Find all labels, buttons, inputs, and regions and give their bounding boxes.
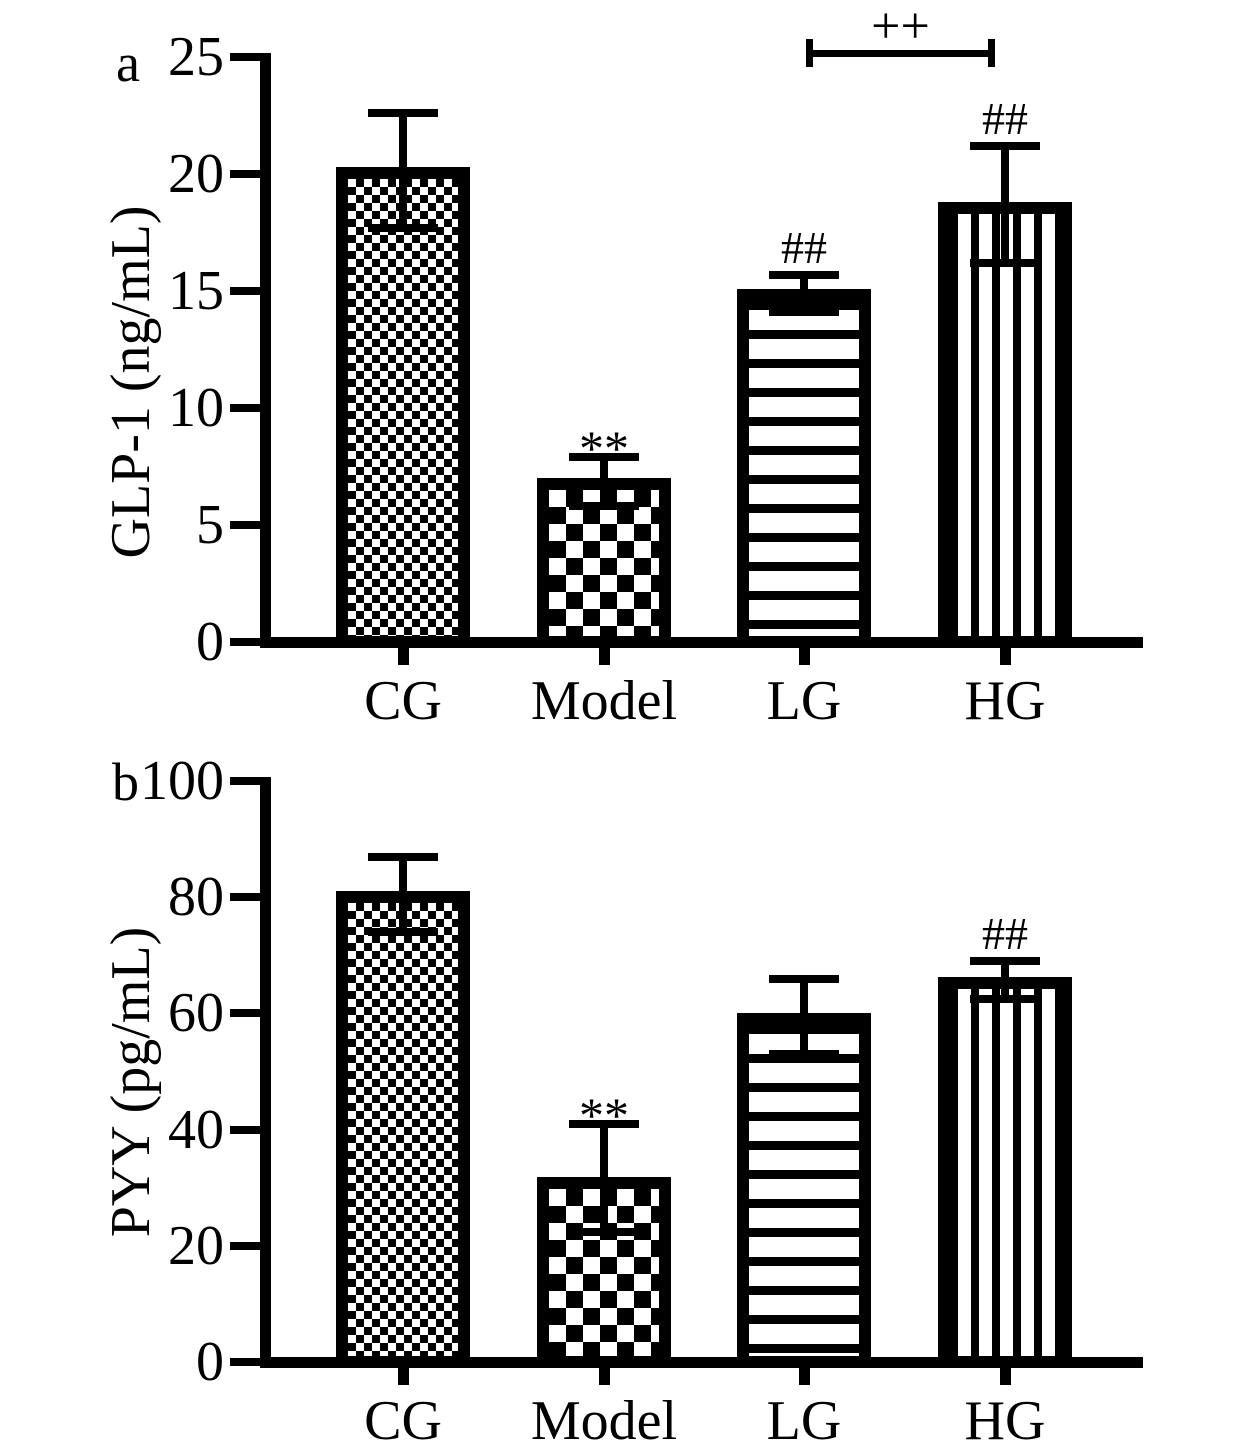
y-axis-tick [230,777,260,785]
y-axis-line [260,53,271,648]
category-tick [599,1368,610,1385]
error-bar-line [800,274,808,313]
y-axis-title: PYY (pg/mL) [100,926,162,1238]
error-bar-cap-upper [769,974,839,983]
y-axis-tick [230,1358,260,1366]
bar-cg [336,166,470,648]
error-bar-line [600,457,608,507]
category-label: HG [964,670,1046,732]
panel-label: b [112,752,139,812]
error-bar-cap-upper [569,453,639,462]
bar-hg [938,976,1072,1368]
error-bar-cap-lower [368,223,438,232]
y-tick-label: 0 [196,611,224,673]
error-bar-cap-upper [368,109,438,118]
category-tick [799,1368,810,1385]
y-tick-label: 0 [196,1331,224,1393]
y-axis-tick [230,287,260,295]
y-axis-tick [230,521,260,529]
comparison-bracket-label: ++ [871,0,930,55]
error-bar-line [1001,145,1009,263]
error-bar-cap-lower [569,502,639,511]
error-bar-cap-upper [970,141,1040,150]
bar-lg [737,1013,871,1368]
y-axis-title: GLP-1 (ng/mL) [100,205,162,559]
panel-label: a [116,33,140,93]
comparison-bracket-cap-right [988,39,995,67]
comparison-bracket-cap-left [806,39,813,67]
error-bar-cap-lower [569,1228,639,1237]
category-label: LG [766,1390,842,1445]
category-tick [599,648,610,665]
bar-cg [336,891,470,1368]
category-tick [1000,648,1011,665]
y-tick-label: 25 [168,26,224,88]
error-bar-cap-upper [569,1119,639,1128]
y-axis-tick [230,53,260,61]
y-axis-tick [230,1241,260,1250]
error-bar-cap-lower [769,308,839,317]
category-label: HG [964,1390,1046,1445]
error-bar-line [1001,961,1009,999]
bar-hg [938,202,1072,648]
error-bar-cap-lower [368,928,438,937]
error-bar-line [800,978,808,1055]
category-label: CG [364,670,442,732]
y-tick-label: 40 [168,1098,224,1161]
error-bar-line [399,113,407,228]
significance-marker: ** [579,1086,629,1143]
error-bar-cap-lower [970,994,1040,1003]
y-axis-tick [230,170,260,178]
y-axis-tick [230,638,260,646]
category-tick [799,648,810,665]
comparison-bracket-line [806,50,995,57]
category-label: Model [530,1390,678,1445]
error-bar-cap-upper [769,270,839,279]
error-bar-cap-upper [368,852,438,861]
significance-marker: ** [579,420,629,477]
category-tick [398,1368,409,1385]
bar-lg [737,288,871,648]
error-bar-line [399,856,407,933]
y-axis-tick [230,1009,260,1018]
y-axis-tick [230,404,260,412]
x-axis-line [260,637,1143,648]
error-bar-cap-upper [970,957,1040,966]
y-axis-tick [230,1125,260,1134]
error-bar-cap-lower [769,1050,839,1059]
y-axis-line [260,777,271,1368]
x-axis-line [260,1357,1143,1368]
y-tick-label: 60 [168,982,224,1045]
category-tick [398,648,409,665]
y-tick-label: 15 [168,260,224,322]
y-tick-label: 20 [168,1214,224,1277]
category-tick [1000,1368,1011,1385]
category-label: CG [364,1390,442,1445]
significance-marker: ## [781,221,827,273]
category-label: Model [530,670,678,732]
y-tick-label: 10 [168,377,224,439]
error-bar-cap-lower [970,258,1040,267]
y-tick-label: 80 [168,866,224,929]
y-tick-label: 5 [196,494,224,556]
error-bar-line [600,1123,608,1233]
y-tick-label: 20 [168,143,224,205]
significance-marker: ## [982,908,1028,960]
y-axis-tick [230,893,260,902]
y-tick-label: 100 [140,750,224,812]
category-label: LG [766,670,842,732]
significance-marker: ## [982,92,1028,144]
